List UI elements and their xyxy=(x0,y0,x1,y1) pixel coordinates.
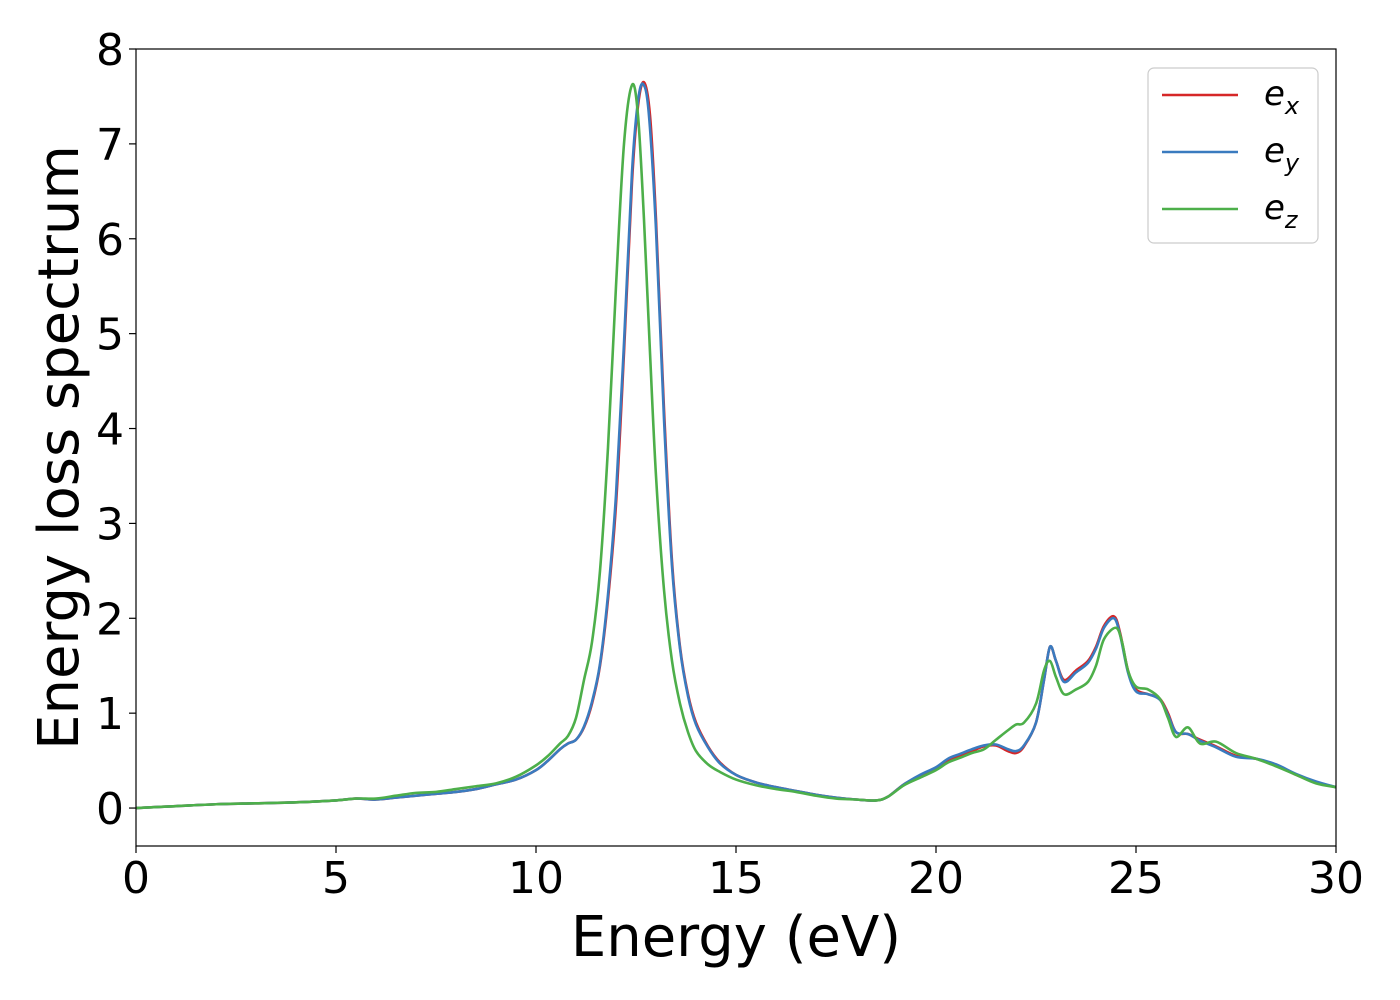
legend-box xyxy=(1147,67,1319,244)
x-tick-label: 15 xyxy=(708,853,764,904)
x-tick-label: 20 xyxy=(908,853,964,904)
x-tick-label: 30 xyxy=(1308,853,1364,904)
x-axis: 0 5 10 15 20 25 30 xyxy=(122,846,1364,904)
x-tick-label: 5 xyxy=(322,853,350,904)
y-tick-label: 7 xyxy=(96,120,124,171)
y-tick-label: 1 xyxy=(96,689,124,740)
y-axis: 0 1 2 3 4 5 6 7 8 xyxy=(96,25,136,835)
legend-label-y: ey xyxy=(1264,131,1300,177)
legend-label-z: ez xyxy=(1264,188,1299,234)
series-line-z xyxy=(136,82,1336,810)
y-tick-label: 4 xyxy=(96,405,124,456)
y-tick-label: 6 xyxy=(96,215,124,266)
x-tick-label: 10 xyxy=(508,853,564,904)
y-tick-label: 0 xyxy=(96,784,124,835)
legend: ex ey ez xyxy=(1147,67,1319,244)
y-tick-label: 2 xyxy=(96,594,124,645)
x-axis-title: Energy (eV) xyxy=(571,905,901,970)
series-lines xyxy=(136,80,1336,810)
y-tick-label: 5 xyxy=(96,310,124,361)
legend-label-x: ex xyxy=(1264,74,1300,120)
x-tick-label: 0 xyxy=(122,853,150,904)
y-tick-label: 3 xyxy=(96,499,124,550)
y-axis-title: Energy loss spectrum xyxy=(27,145,92,750)
x-tick-label: 25 xyxy=(1108,853,1164,904)
y-tick-label: 8 xyxy=(96,25,124,76)
